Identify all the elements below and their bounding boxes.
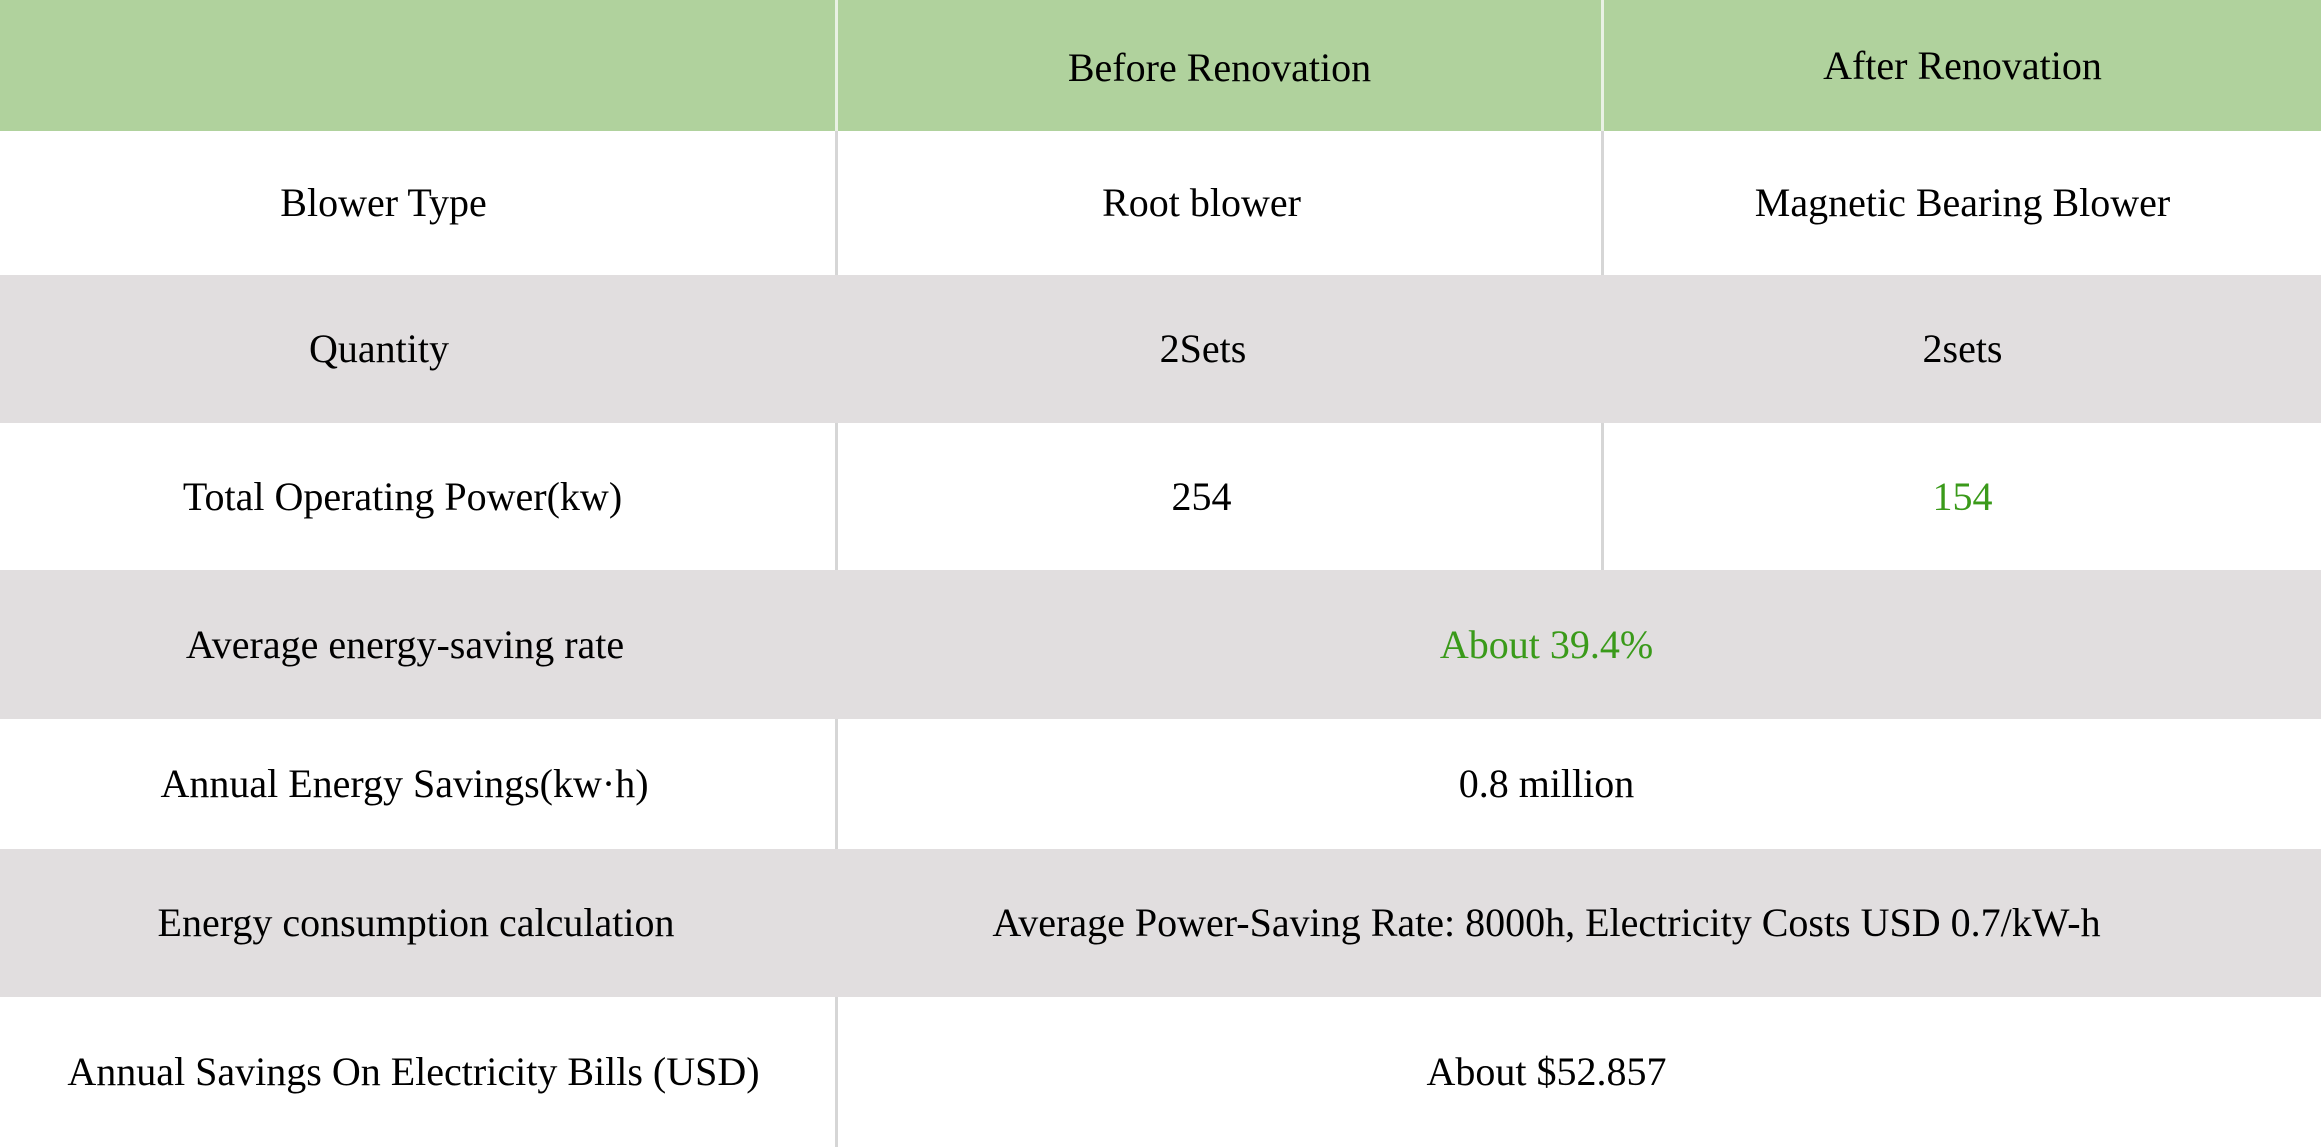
cell-before-quantity: 2Sets xyxy=(1159,326,1247,371)
row-label-energy-calculation: Energy consumption calculation xyxy=(157,900,675,945)
cell-energy-saving-rate: About 39.4% xyxy=(1439,621,1654,667)
cell-after-blower-type: Magnetic Bearing Blower xyxy=(1754,180,2171,225)
cell-annual-bill-savings: About $52.857 xyxy=(1426,1049,1667,1094)
table-row-annual-bill-savings: Annual Savings On Electricity Bills (USD… xyxy=(0,997,2321,1147)
table-row-total-power: Total Operating Power(kw) 254 154 xyxy=(0,423,2321,570)
table-row-blower-type: Blower Type Root blower Magnetic Bearing… xyxy=(0,131,2321,275)
row-label-energy-saving-rate: Average energy-saving rate xyxy=(185,621,625,667)
header-before-renovation: Before Renovation xyxy=(838,0,1604,131)
header-corner-cell xyxy=(0,0,838,131)
row-label-annual-energy-savings: Annual Energy Savings(kw·h) xyxy=(0,719,838,849)
table-row-quantity: Quantity 2Sets 2sets xyxy=(0,275,2321,423)
cell-after-total-power: 154 xyxy=(1932,473,1993,519)
row-label-blower-type: Blower Type xyxy=(0,131,838,275)
row-label-quantity: Quantity xyxy=(309,326,449,371)
cell-before-total-power: 254 xyxy=(838,423,1604,570)
row-label-annual-bill-savings: Annual Savings On Electricity Bills (USD… xyxy=(0,997,838,1147)
table-row-energy-saving-rate: Average energy-saving rate About 39.4% xyxy=(0,570,2321,719)
cell-energy-calculation: Average Power-Saving Rate: 8000h, Electr… xyxy=(992,900,2101,945)
header-after-renovation: After Renovation xyxy=(1823,42,2102,88)
table-header-row: Before Renovation After Renovation xyxy=(0,0,2321,131)
cell-after-quantity: 2sets xyxy=(1922,326,2003,371)
row-label-total-power: Total Operating Power(kw) xyxy=(0,423,838,570)
table-row-annual-energy-savings: Annual Energy Savings(kw·h) 0.8 million xyxy=(0,719,2321,849)
cell-annual-energy-savings: 0.8 million xyxy=(1458,761,1635,806)
table-row-energy-calculation: Energy consumption calculation Average P… xyxy=(0,849,2321,997)
cell-before-blower-type: Root blower xyxy=(838,131,1604,275)
